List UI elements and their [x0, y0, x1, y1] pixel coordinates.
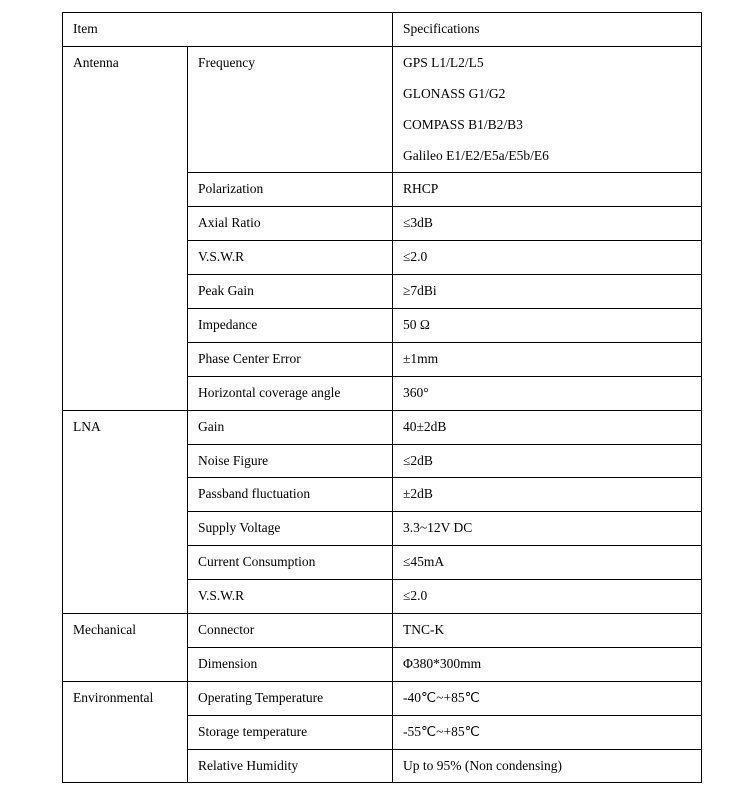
param-cell: Peak Gain — [188, 275, 393, 309]
value-cell: ≤45mA — [393, 546, 702, 580]
header-item: Item — [63, 13, 393, 47]
param-cell: V.S.W.R — [188, 580, 393, 614]
header-spec: Specifications — [393, 13, 702, 47]
value-cell: ≤2.0 — [393, 580, 702, 614]
value-cell: GPS L1/L2/L5 GLONASS G1/G2 COMPASS B1/B2… — [393, 46, 702, 173]
value-cell: 50 Ω — [393, 309, 702, 343]
param-cell: Passband fluctuation — [188, 478, 393, 512]
freq-line: Galileo E1/E2/E5a/E5b/E6 — [403, 147, 691, 166]
param-cell: Impedance — [188, 309, 393, 343]
table-row: Antenna Frequency GPS L1/L2/L5 GLONASS G… — [63, 46, 702, 173]
value-cell: ≤2dB — [393, 444, 702, 478]
spec-table: Item Specifications Antenna Frequency GP… — [62, 12, 702, 783]
category-cell: Mechanical — [63, 614, 188, 682]
value-cell: Up to 95% (Non condensing) — [393, 749, 702, 783]
param-cell: V.S.W.R — [188, 241, 393, 275]
value-cell: 3.3~12V DC — [393, 512, 702, 546]
category-cell: Antenna — [63, 46, 188, 410]
value-cell: -55℃~+85℃ — [393, 715, 702, 749]
value-cell: -40℃~+85℃ — [393, 681, 702, 715]
param-cell: Dimension — [188, 647, 393, 681]
param-cell: Noise Figure — [188, 444, 393, 478]
value-cell: Φ380*300mm — [393, 647, 702, 681]
param-cell: Current Consumption — [188, 546, 393, 580]
table-row: LNA Gain 40±2dB — [63, 410, 702, 444]
category-cell: LNA — [63, 410, 188, 613]
value-cell: 360° — [393, 376, 702, 410]
param-cell: Connector — [188, 614, 393, 648]
value-cell: RHCP — [393, 173, 702, 207]
freq-line: GLONASS G1/G2 — [403, 85, 691, 104]
param-cell: Relative Humidity — [188, 749, 393, 783]
value-cell: ≤3dB — [393, 207, 702, 241]
value-cell: 40±2dB — [393, 410, 702, 444]
freq-line: COMPASS B1/B2/B3 — [403, 116, 691, 135]
param-cell: Storage temperature — [188, 715, 393, 749]
param-cell: Frequency — [188, 46, 393, 173]
param-cell: Axial Ratio — [188, 207, 393, 241]
param-cell: Operating Temperature — [188, 681, 393, 715]
param-cell: Horizontal coverage angle — [188, 376, 393, 410]
value-cell: ≤2.0 — [393, 241, 702, 275]
param-cell: Gain — [188, 410, 393, 444]
value-cell: TNC-K — [393, 614, 702, 648]
table-row: Environmental Operating Temperature -40℃… — [63, 681, 702, 715]
value-cell: ±2dB — [393, 478, 702, 512]
table-row: Mechanical Connector TNC-K — [63, 614, 702, 648]
value-cell: ≥7dBi — [393, 275, 702, 309]
param-cell: Polarization — [188, 173, 393, 207]
table-header-row: Item Specifications — [63, 13, 702, 47]
param-cell: Phase Center Error — [188, 342, 393, 376]
value-cell: ±1mm — [393, 342, 702, 376]
param-cell: Supply Voltage — [188, 512, 393, 546]
freq-line: GPS L1/L2/L5 — [403, 54, 691, 73]
category-cell: Environmental — [63, 681, 188, 783]
